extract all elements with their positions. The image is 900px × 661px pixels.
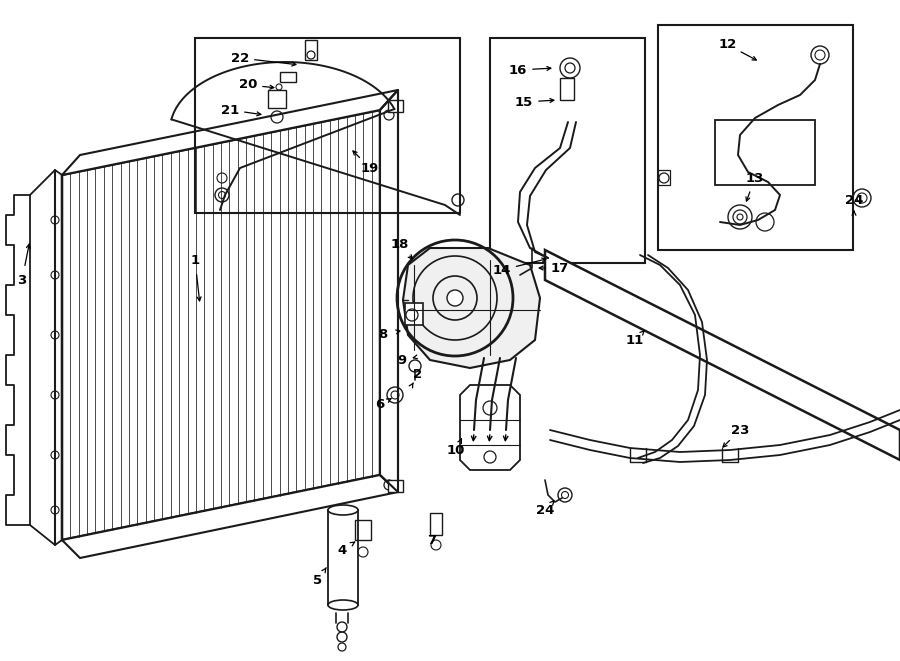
Polygon shape [403, 248, 540, 368]
Bar [560, 78, 574, 100]
Text: 20: 20 [238, 79, 257, 91]
Text: 22: 22 [231, 52, 249, 65]
Text: 11: 11 [626, 334, 644, 346]
Ellipse shape [328, 505, 358, 515]
Bar [268, 90, 286, 108]
Text: 24: 24 [845, 194, 863, 206]
Text: 5: 5 [313, 574, 322, 586]
Bar [195, 38, 460, 213]
Text: 19: 19 [361, 161, 379, 175]
Text: 18: 18 [391, 239, 410, 251]
Text: 6: 6 [375, 399, 384, 412]
Polygon shape [62, 90, 398, 175]
Text: 21: 21 [220, 104, 239, 116]
Bar [280, 72, 296, 82]
Text: 17: 17 [551, 262, 569, 274]
Bar [658, 170, 670, 185]
Text: 8: 8 [378, 329, 388, 342]
Bar [658, 25, 853, 250]
Text: 7: 7 [428, 533, 436, 547]
Text: 4: 4 [338, 543, 346, 557]
Text: 1: 1 [191, 254, 200, 266]
Bar [715, 120, 815, 185]
Text: 2: 2 [413, 368, 423, 381]
Bar [490, 38, 645, 263]
Polygon shape [545, 250, 900, 460]
Polygon shape [62, 475, 398, 558]
Bar [388, 100, 403, 112]
Text: 24: 24 [536, 504, 554, 516]
Bar [355, 520, 371, 540]
Text: 23: 23 [731, 424, 749, 436]
Text: 10: 10 [446, 444, 465, 457]
Polygon shape [380, 90, 398, 492]
Text: 9: 9 [398, 354, 407, 366]
Text: 12: 12 [719, 38, 737, 52]
Ellipse shape [328, 600, 358, 610]
Text: 15: 15 [515, 95, 533, 108]
Text: 14: 14 [493, 264, 511, 276]
Bar [328, 510, 358, 605]
Bar [388, 480, 403, 492]
Text: 3: 3 [17, 274, 27, 286]
Bar [430, 513, 442, 535]
Bar [405, 303, 423, 325]
Text: 13: 13 [746, 171, 764, 184]
Circle shape [447, 290, 463, 306]
Text: 16: 16 [508, 63, 527, 77]
Bar [305, 40, 317, 60]
